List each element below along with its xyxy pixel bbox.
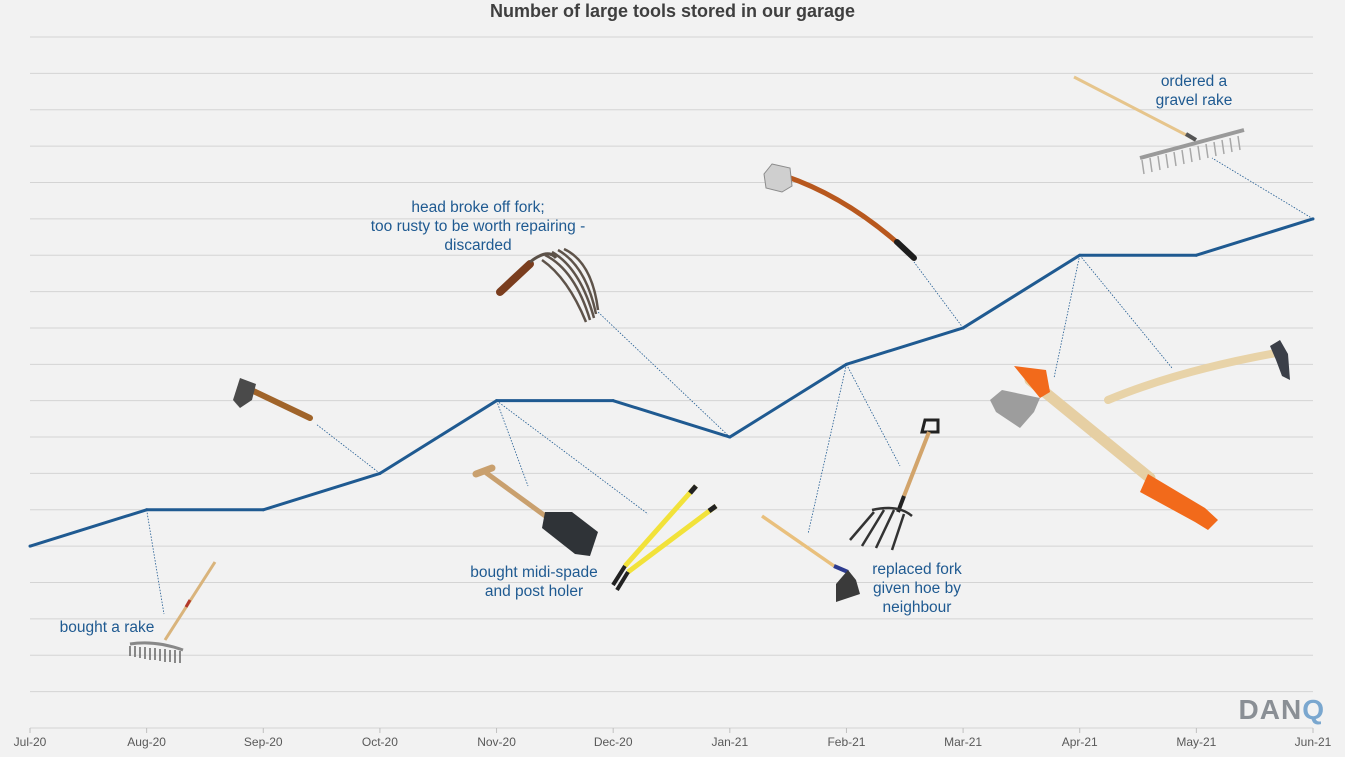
annotation-rake: bought a rake bbox=[59, 619, 155, 636]
annotation-midi-spade: bought midi-spade and post holer bbox=[470, 564, 598, 600]
annotation-leader-line bbox=[846, 364, 901, 467]
gravel-rake-icon bbox=[1073, 75, 1245, 175]
spade-icon bbox=[472, 464, 598, 556]
danq-logo: DANQ bbox=[1238, 694, 1325, 725]
data-point bbox=[378, 471, 382, 475]
x-tick-label: Mar-21 bbox=[944, 735, 982, 749]
rake-icon bbox=[129, 561, 217, 663]
annotation-leaders bbox=[146, 157, 1314, 615]
x-tick-label: May-21 bbox=[1176, 735, 1216, 749]
annotation-leader-line bbox=[496, 400, 529, 487]
x-tick-label: Jun-21 bbox=[1295, 735, 1332, 749]
data-point bbox=[28, 544, 32, 548]
annotation-leader-line bbox=[146, 509, 165, 615]
data-point bbox=[1311, 217, 1315, 221]
series-line bbox=[29, 217, 1314, 548]
splitting-axe-icon bbox=[990, 366, 1218, 530]
annotation-fork-hoe: replaced fork given hoe by neighbour bbox=[872, 561, 962, 616]
x-tick-label: Nov-20 bbox=[477, 735, 516, 749]
pickaxe-icon bbox=[1104, 340, 1290, 404]
annotation-leader-line bbox=[1211, 157, 1314, 220]
hoe-icon bbox=[761, 514, 860, 602]
x-tick-label: Dec-20 bbox=[594, 735, 633, 749]
x-tick-label: Feb-21 bbox=[827, 735, 865, 749]
annotation-broken-fork: head broke off fork; too rusty to be wor… bbox=[370, 199, 586, 254]
data-point bbox=[611, 399, 615, 403]
annotation-leader-line bbox=[1053, 255, 1081, 379]
x-axis-ticks: Jul-20 Aug-20 Sep-20 Oct-20 Nov-20 Dec-20 Jan-… bbox=[14, 728, 1332, 749]
x-tick-label: Apr-21 bbox=[1062, 735, 1098, 749]
annotation-leader-line bbox=[807, 364, 847, 535]
x-tick-label: Jan-21 bbox=[711, 735, 748, 749]
data-point bbox=[844, 362, 848, 366]
data-point bbox=[1194, 253, 1198, 257]
hatchet-icon bbox=[233, 378, 313, 421]
data-point bbox=[1078, 253, 1082, 257]
fork-icon bbox=[849, 418, 940, 551]
x-tick-label: Aug-20 bbox=[127, 735, 166, 749]
series-line-group bbox=[28, 217, 1315, 548]
x-tick-label: Oct-20 bbox=[362, 735, 398, 749]
x-tick-label: Jul-20 bbox=[14, 735, 47, 749]
x-tick-label: Sep-20 bbox=[244, 735, 283, 749]
chart-title: Number of large tools stored in our gara… bbox=[489, 1, 856, 21]
data-point bbox=[261, 508, 265, 512]
post-holer-icon bbox=[611, 484, 718, 592]
data-point bbox=[961, 326, 965, 330]
felling-axe-icon bbox=[763, 163, 917, 261]
annotation-leader-line bbox=[597, 311, 731, 438]
data-point bbox=[145, 508, 149, 512]
gridlines bbox=[30, 36, 1313, 729]
annotation-leader-line bbox=[913, 261, 964, 329]
data-point bbox=[495, 399, 499, 403]
tool-icons bbox=[129, 75, 1290, 663]
broken-fork-icon bbox=[496, 247, 600, 323]
annotation-leader-line bbox=[315, 423, 381, 474]
data-point bbox=[728, 435, 732, 439]
annotation-leader-line bbox=[1079, 254, 1173, 369]
annotation-gravel-rake: ordered a gravel rake bbox=[1155, 73, 1233, 109]
